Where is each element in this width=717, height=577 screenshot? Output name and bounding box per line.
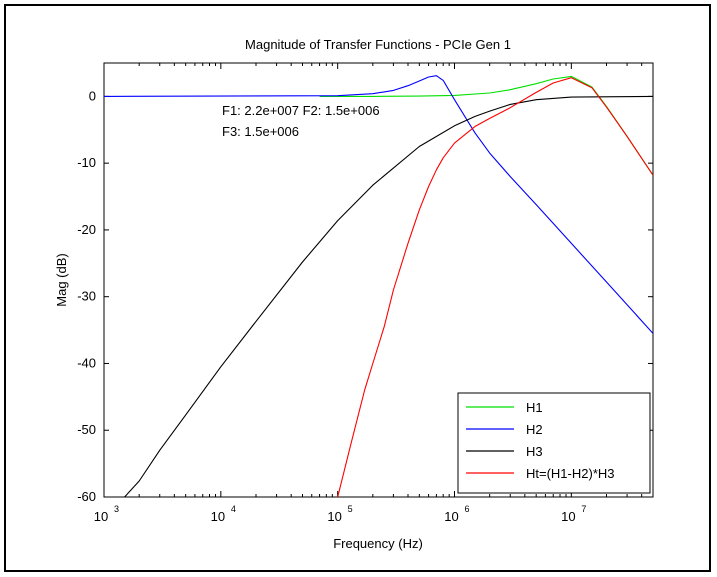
chart-title: Magnitude of Transfer Functions - PCIe G… [245,37,511,52]
x-tick-exponent: 4 [231,504,236,514]
x-axis-label: Frequency (Hz) [333,536,423,551]
x-tick-label: 10 [444,509,458,524]
y-tick-label: 0 [89,88,96,103]
series-line-4 [337,77,653,497]
legend-box [457,392,651,494]
y-tick-label: -10 [77,155,96,170]
y-axis-label: Mag (dB) [54,253,69,306]
legend-label: H2 [526,422,543,437]
x-tick-exponent: 3 [114,504,119,514]
x-tick-exponent: 7 [581,504,586,514]
y-tick-label: -20 [77,222,96,237]
x-tick-exponent: 5 [348,504,353,514]
annotation-line-2: F3: 1.5e+006 [222,124,299,139]
legend-label: Ht=(H1-H2)*H3 [526,466,615,481]
y-tick-label: -60 [77,489,96,504]
legend: H1 H2 H3 Ht=(H1-H2)*H3 [457,392,651,494]
annotation-line-1: F1: 2.2e+007 F2: 1.5e+006 [222,103,380,118]
y-tick-label: -50 [77,422,96,437]
x-tick-label: 10 [94,509,108,524]
y-tick-label: -30 [77,289,96,304]
x-tick-label: 10 [327,509,341,524]
x-tick-exponent: 6 [465,504,470,514]
legend-label: H3 [526,444,543,459]
legend-label: H1 [526,400,543,415]
y-tick-label: -40 [77,355,96,370]
x-tick-label: 10 [561,509,575,524]
x-tick-label: 10 [211,509,225,524]
series-line-2 [104,75,653,334]
